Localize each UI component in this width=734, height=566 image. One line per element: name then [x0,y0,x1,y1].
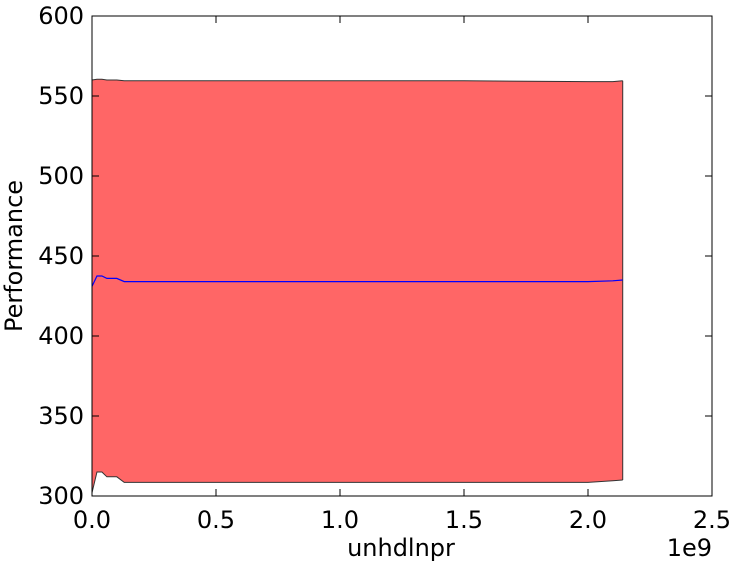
x-tick-label: 0.0 [73,506,111,534]
x-axis-label: unhdlnpr [347,534,455,562]
y-tick-label: 300 [38,482,84,510]
y-tick-label: 600 [38,2,84,30]
band-area [92,79,623,493]
x-tick-label: 2.0 [569,506,607,534]
x-offset-label: 1e9 [667,534,712,562]
y-tick-label: 350 [38,402,84,430]
band-upper-edge [91,78,623,83]
y-axis-label: Performance [0,180,28,332]
band-lower-edge [91,471,623,493]
x-tick-label: 1.0 [321,506,359,534]
x-tick-label: 1.5 [445,506,483,534]
y-tick-label: 500 [38,162,84,190]
mean-line [91,275,623,287]
x-tick-label: 0.5 [197,506,235,534]
y-tick-label: 550 [38,82,84,110]
y-tick-label: 400 [38,322,84,350]
x-tick-label: 2.5 [693,506,731,534]
y-tick-label: 450 [38,242,84,270]
